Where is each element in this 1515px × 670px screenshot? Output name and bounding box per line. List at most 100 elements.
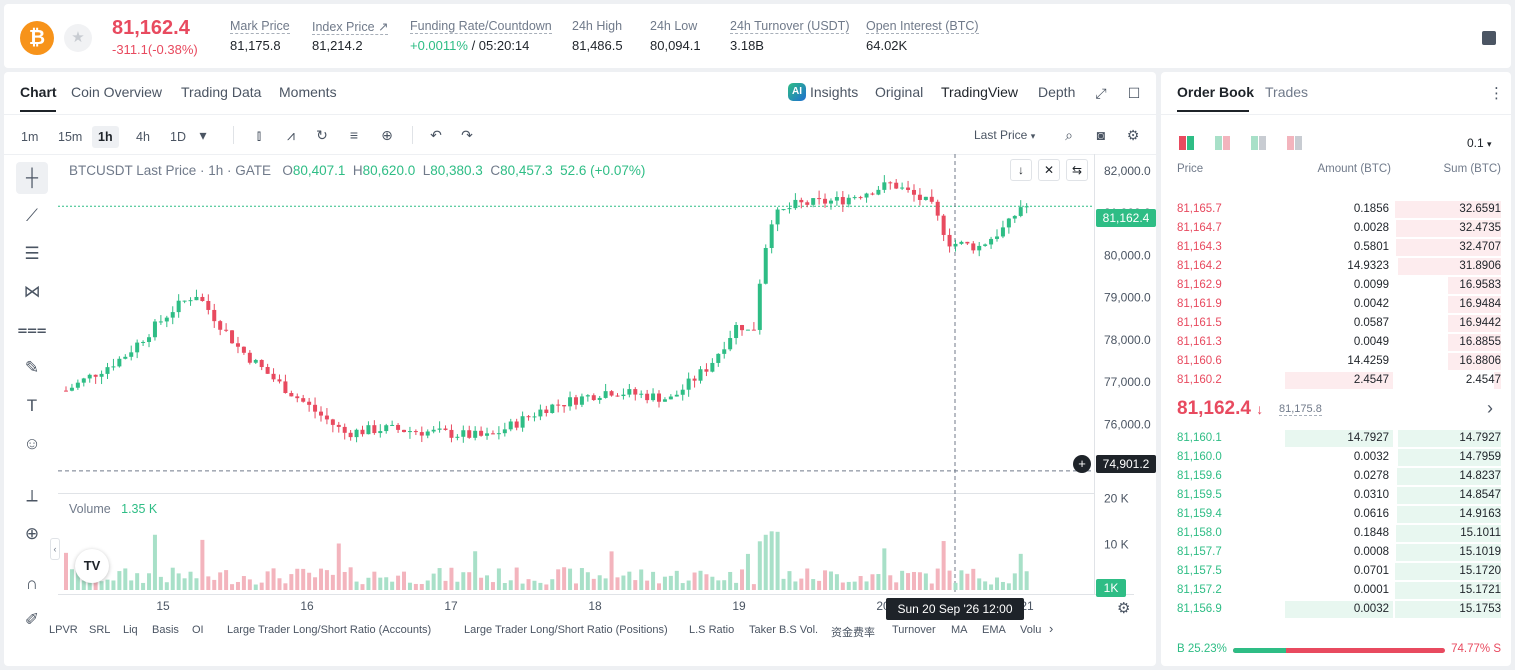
add-alert-icon[interactable]: + [1073,455,1091,473]
ask-row[interactable]: 81,164.7 0.0028 32.4735 [1161,219,1511,238]
view-depth[interactable]: Depth [1038,84,1076,100]
expand-icon[interactable]: ⤢ [1095,85,1107,101]
orderbook-mixed-icon[interactable] [1215,136,1231,150]
ask-row[interactable]: 81,165.7 0.1856 32.6591 [1161,200,1511,219]
reset-icon[interactable]: ⇆ [1066,159,1088,181]
view-tradingview[interactable]: TradingView [941,84,1019,100]
pattern-tool-icon[interactable]: ⋈ [23,282,41,301]
indicator-liq[interactable]: Liq [123,624,138,636]
ask-row[interactable]: 81,161.5 0.0587 16.9442 [1161,314,1511,333]
tab-trades[interactable]: Trades [1265,84,1309,100]
indicator-large-trader-accounts[interactable]: Large Trader Long/Short Ratio (Accounts) [227,624,432,636]
bid-row[interactable]: 81,160.1 14.7927 14.7927 [1161,429,1511,448]
ask-row[interactable]: 81,160.6 14.4259 16.8806 [1161,352,1511,371]
bid-row[interactable]: 81,159.5 0.0310 14.8547 [1161,486,1511,505]
indicator-turnover[interactable]: Turnover [892,624,936,636]
horizontal-lines-tool-icon[interactable]: ☰ [24,244,40,263]
fib-tool-icon[interactable]: ⩶ [17,320,47,339]
candle-type-icon[interactable]: ⫾ [256,127,262,143]
indicator-ls-ratio[interactable]: L.S Ratio [689,624,735,636]
templates-icon[interactable]: ≡ [349,127,359,143]
collapse-tools-icon[interactable]: ‹ [50,538,60,560]
trend-line-tool-icon[interactable]: ⟋ [26,206,38,225]
crosshair-tool-icon[interactable]: ┼ [16,162,48,194]
search-icon[interactable]: ⌕ [1065,127,1073,143]
candle-body [680,389,685,395]
indicator-funding-rate[interactable]: 资金费率 [831,627,875,639]
star-icon[interactable]: ★ [64,24,92,52]
orderbook-both-icon[interactable] [1179,136,1195,150]
price-chart[interactable]: 82,000.081,000.080,000.079,000.078,000.0… [58,154,1156,612]
bid-row[interactable]: 81,158.0 0.1848 15.1011 [1161,524,1511,543]
chevron-right-icon[interactable]: › [1487,398,1493,418]
indicator-ema[interactable]: EMA [982,624,1006,636]
ask-row[interactable]: 81,162.9 0.0099 16.9583 [1161,276,1511,295]
interval-1h[interactable]: 1h [92,126,119,148]
chart-settings-icon[interactable]: ⚙ [1117,600,1131,617]
bid-row[interactable]: 81,159.4 0.0616 14.9163 [1161,505,1511,524]
bid-row[interactable]: 81,160.0 0.0032 14.7959 [1161,448,1511,467]
ask-row[interactable]: 81,161.3 0.0049 16.8855 [1161,333,1511,352]
indicator-ma[interactable]: MA [951,624,968,636]
bid-row[interactable]: 81,159.6 0.0278 14.8237 [1161,467,1511,486]
ask-row[interactable]: 81,161.9 0.0042 16.9484 [1161,295,1511,314]
indicator-basis[interactable]: Basis [152,624,179,636]
camera-icon[interactable]: ◙ [1096,127,1106,143]
orderbook-asks-icon[interactable] [1287,136,1303,150]
zoom-tool-icon[interactable]: ⊕ [24,524,40,543]
brush-tool-icon[interactable]: ✎ [24,358,40,377]
row-sum: 14.7959 [1459,451,1501,463]
view-original[interactable]: Original [875,84,924,100]
candle-body [977,245,982,251]
bid-row[interactable]: 81,157.7 0.0008 15.1019 [1161,543,1511,562]
indicator-taker-bs-vol[interactable]: Taker B.S Vol. [749,624,819,636]
tab-order-book[interactable]: Order Book [1177,84,1255,100]
index-price-label[interactable]: Index Price ↗ [312,20,389,35]
scroll-down-icon[interactable]: ↓ [1010,159,1032,181]
interval-1d[interactable]: 1D [170,130,186,144]
indicator-volume[interactable]: Volu [1020,624,1042,636]
alert-add-icon[interactable]: ⊕ [381,127,393,143]
bid-row[interactable]: 81,157.2 0.0001 15.1721 [1161,581,1511,600]
tab-trading-data[interactable]: Trading Data [181,84,262,100]
bid-row[interactable]: 81,156.9 0.0032 15.1753 [1161,600,1511,619]
bid-row[interactable]: 81,157.5 0.0701 15.1720 [1161,562,1511,581]
amount-bar [1285,372,1393,389]
precision-select[interactable]: 0.1 ▾ [1467,136,1492,150]
indicator-oi[interactable]: OI [192,624,204,636]
interval-4h[interactable]: 4h [136,130,150,144]
tab-coin-overview[interactable]: Coin Overview [71,84,163,100]
lock-tool-icon[interactable]: ✐ [24,610,40,629]
fullscreen-icon[interactable]: ☐ [1127,85,1141,101]
undo-icon[interactable]: ↶ [430,127,442,143]
more-options-icon[interactable]: ⋮ [1489,85,1504,102]
text-tool-icon[interactable]: T [26,396,38,415]
ask-row[interactable]: 81,164.3 0.5801 32.4707 [1161,238,1511,257]
ruler-tool-icon[interactable]: ⟂ [26,486,38,505]
tab-moments[interactable]: Moments [279,84,337,100]
indicator-large-trader-positions[interactable]: Large Trader Long/Short Ratio (Positions… [464,624,668,636]
interval-15m[interactable]: 15m [58,130,83,144]
settings-icon[interactable]: ⚙ [1126,127,1140,143]
compare-icon[interactable]: ↻ [316,127,328,143]
collapse-icon[interactable]: ✕ [1038,159,1060,181]
tab-chart[interactable]: Chart [20,84,57,100]
price-type-select[interactable]: Last Price ▾ [974,128,1036,142]
indicators-icon[interactable]: ⩘ [287,127,295,143]
tradingview-logo[interactable]: TV [75,549,109,583]
interval-1m[interactable]: 1m [21,130,39,144]
indicator-srl[interactable]: SRL [89,624,111,636]
ask-row[interactable]: 81,160.2 2.4547 2.4547 [1161,371,1511,390]
redo-icon[interactable]: ↷ [461,127,473,143]
price-change: -311.1(-0.38%) [112,42,198,57]
emoji-tool-icon[interactable]: ☺ [23,434,41,453]
indicators-next-icon[interactable]: › [1049,621,1054,636]
ask-row[interactable]: 81,164.2 14.9323 31.8906 [1161,257,1511,276]
view-insights[interactable]: Insights [810,84,859,100]
interval-dropdown-icon[interactable]: ▾ [199,127,207,143]
book-icon[interactable] [1482,31,1496,45]
orderbook-bids-icon[interactable] [1251,136,1267,150]
magnet-tool-icon[interactable]: ∩ [25,574,39,593]
indicator-lpvr[interactable]: LPVR [49,624,78,636]
candle-body [591,395,596,401]
